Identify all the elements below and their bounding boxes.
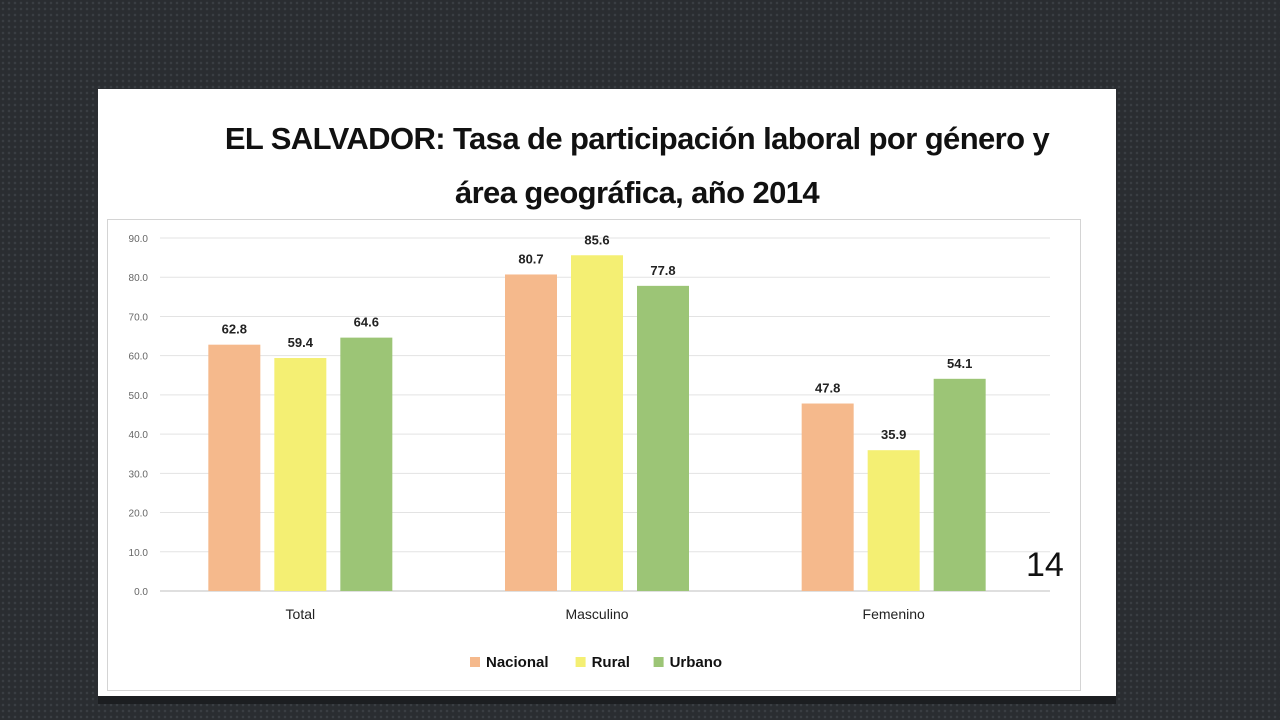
legend-label-nacional: Nacional	[486, 654, 549, 671]
y-tick-label: 10.0	[129, 548, 149, 559]
legend-swatch-rural	[575, 657, 586, 667]
data-label: 35.9	[881, 427, 906, 442]
data-label: 85.6	[584, 232, 609, 247]
slide-title: EL SALVADOR: Tasa de participación labor…	[98, 112, 1116, 220]
page-number: 14	[1026, 546, 1064, 584]
slide-title-line-1: EL SALVADOR: Tasa de participación labor…	[224, 121, 1050, 156]
y-tick-label: 20.0	[129, 509, 149, 520]
bar-chart: 0.0 10.0 20.0 30.0 40.0 50.0 60.0 70.0 80.0 90.0 6…	[129, 232, 1050, 671]
data-label: 47.8	[815, 381, 840, 396]
data-label: 77.8	[650, 263, 675, 278]
y-tick-label: 80.0	[129, 273, 149, 284]
data-label: 80.7	[518, 251, 543, 266]
bar-nacional	[505, 274, 557, 591]
bar-urbano	[637, 285, 689, 591]
y-tick-label: 90.0	[129, 234, 149, 245]
data-label: 62.8	[222, 322, 247, 337]
slide-bottom-shadow	[98, 696, 1116, 704]
x-category-label: Masculino	[565, 606, 628, 622]
legend-swatch-urbano	[653, 657, 664, 667]
bar-urbano	[933, 378, 986, 591]
y-tick-label: 70.0	[129, 312, 149, 323]
y-tick-label: 30.0	[129, 469, 149, 480]
bar-nacional	[801, 403, 854, 591]
bar-rural	[571, 255, 623, 591]
y-tick-label: 50.0	[129, 391, 149, 402]
data-label: 59.4	[288, 335, 314, 350]
bar-rural	[867, 450, 920, 591]
slide-title-line-2: área geográfica, año 2014	[454, 175, 820, 210]
legend-label-rural: Rural	[592, 654, 630, 671]
legend-label-urbano: Urbano	[670, 654, 723, 671]
bar-nacional	[208, 344, 261, 591]
bar-rural	[274, 358, 327, 591]
chart-frame: 0.0 10.0 20.0 30.0 40.0 50.0 60.0 70.0 80.0 90.0 6…	[107, 219, 1081, 691]
y-tick-label: 60.0	[129, 352, 149, 363]
x-category-label: Femenino	[863, 606, 925, 622]
y-tick-label: 0.0	[134, 587, 148, 598]
bar-urbano	[340, 337, 393, 591]
y-tick-label: 40.0	[129, 430, 149, 441]
data-label: 64.6	[354, 315, 379, 330]
legend-swatch-nacional	[470, 657, 480, 667]
data-label: 54.1	[947, 356, 972, 371]
x-category-label: Total	[286, 606, 316, 622]
